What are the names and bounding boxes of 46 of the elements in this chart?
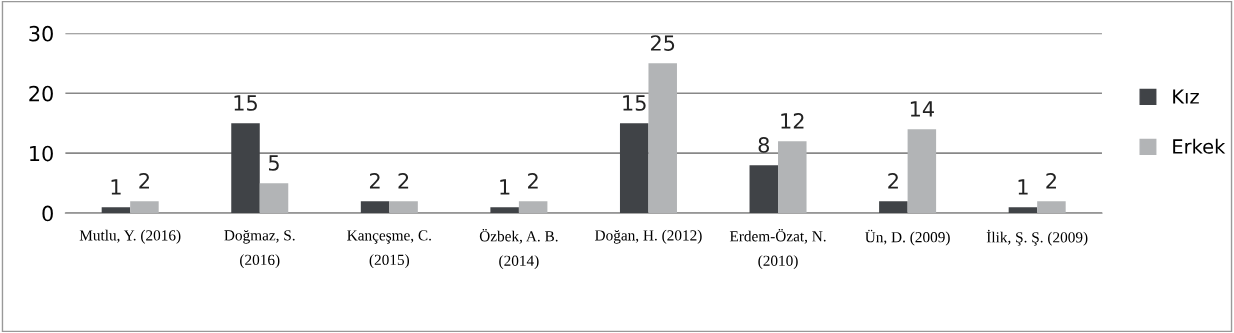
bar <box>231 123 260 214</box>
bar <box>130 201 159 214</box>
bar <box>360 201 390 214</box>
data-label: 1 <box>111 179 121 195</box>
data-label: 2 <box>398 173 409 189</box>
data-label: 2 <box>528 173 538 189</box>
bar <box>490 207 519 214</box>
bar <box>619 123 649 214</box>
y-tick-label: 20 <box>29 85 53 102</box>
bar <box>648 63 677 214</box>
data-label: 2 <box>139 173 149 189</box>
x-tick-label: Erdem-Özat, N. (2010) <box>729 228 826 269</box>
data-label: 12 <box>781 113 804 129</box>
bar <box>749 165 779 214</box>
data-label: 2 <box>369 173 380 189</box>
data-label: 2 <box>1046 173 1056 189</box>
data-label: 8 <box>758 137 769 153</box>
x-tick-label: Özbek, A. B. (2014) <box>479 228 558 269</box>
x-tick-label: Doğan, H. (2012) <box>595 229 702 244</box>
data-label: 2 <box>888 173 898 189</box>
bar <box>907 129 937 214</box>
y-tick-label: 30 <box>29 25 53 42</box>
data-label: 1 <box>500 179 510 195</box>
data-label: 1 <box>1018 179 1028 195</box>
bar <box>101 207 131 214</box>
bar <box>1008 207 1038 214</box>
legend-label: Kız <box>1173 89 1199 104</box>
bar <box>518 201 548 214</box>
x-tick-label: Mutlu, Y. (2016) <box>79 229 181 244</box>
legend-label: Erkek <box>1173 138 1226 154</box>
x-tick-label: Doğmaz, S. (2016) <box>224 229 295 269</box>
data-label: 15 <box>623 95 646 111</box>
data-label: 5 <box>268 155 279 171</box>
y-tick-label: 0 <box>42 205 53 222</box>
data-label: 25 <box>650 35 675 51</box>
data-label: 15 <box>234 95 257 111</box>
bar <box>1037 201 1066 214</box>
bar <box>389 201 418 214</box>
x-tick-label: Ün, D. (2009) <box>865 229 950 246</box>
bar <box>259 183 289 214</box>
x-tick-label: İlik, Ş. Ş. (2009) <box>986 229 1088 246</box>
bar <box>778 141 807 214</box>
x-tick-label: Kançeşme, C. (2015) <box>347 230 431 269</box>
bar <box>879 201 908 214</box>
data-label: 14 <box>910 101 934 117</box>
y-tick-label: 10 <box>30 145 53 162</box>
